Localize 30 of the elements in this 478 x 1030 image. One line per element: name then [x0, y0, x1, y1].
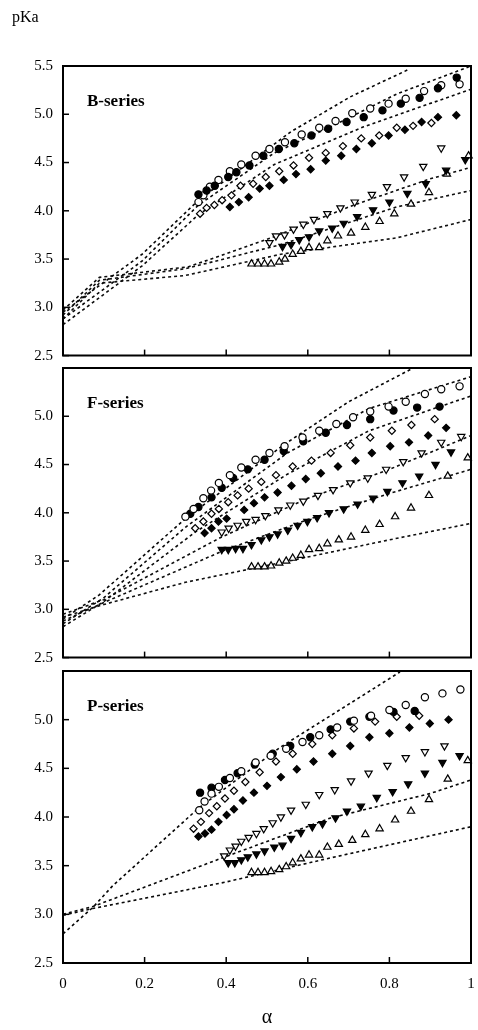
x-tick-label: 0.6 — [298, 974, 318, 991]
x-axis-title: α — [260, 1004, 274, 1028]
y-tick-label: 3.0 — [34, 298, 53, 315]
x-tick-label: 0.2 — [135, 974, 154, 991]
text: P-series — [87, 696, 145, 716]
y-tick-label: 3.0 — [34, 904, 53, 921]
x-tick-label: 0.4 — [216, 974, 237, 991]
x-tick-label: 0 — [59, 974, 67, 991]
y-tick-label: 4.0 — [34, 201, 53, 218]
text: B-series — [87, 91, 145, 111]
y-tick-label: 5.0 — [34, 105, 53, 122]
y-tick-label: 3.5 — [34, 250, 53, 266]
text: F-series — [87, 393, 145, 413]
y-tick-label: 3.5 — [34, 856, 53, 873]
y-axis-title: pKa — [12, 8, 39, 26]
y-tick-label: 5.5 — [34, 56, 53, 73]
y-tick-label: 2.5 — [34, 953, 53, 970]
x-tick-label: 0.8 — [380, 974, 399, 991]
y-tick-label: 4.5 — [34, 153, 53, 170]
y-tick-label: 4.5 — [34, 758, 53, 775]
y-tick-label: 2.5 — [34, 346, 53, 363]
y-tick-label: 2.5 — [34, 648, 53, 665]
y-tick-label: 5.0 — [34, 710, 53, 727]
y-tick-label: 4.0 — [34, 504, 53, 521]
y-tick-label: 4.5 — [34, 455, 53, 472]
y-tick-label: 4.0 — [34, 807, 53, 824]
y-tick-label: 3.0 — [34, 600, 53, 617]
y-tick-label: 5.0 — [34, 407, 53, 424]
y-tick-label: 3.5 — [34, 552, 53, 569]
x-tick-label: 1 — [467, 974, 475, 991]
